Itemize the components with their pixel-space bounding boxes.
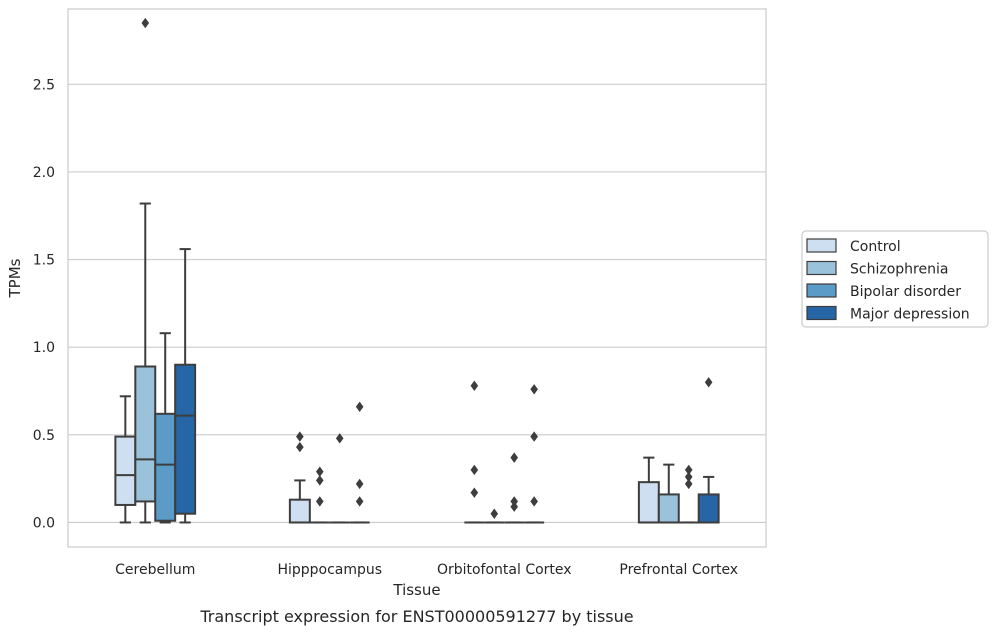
outlier-point: [470, 487, 479, 498]
outlier-point: [296, 431, 304, 442]
x-tick-label: Prefrontal Cortex: [619, 562, 738, 578]
box-iqr: [174, 363, 197, 515]
outlier-point: [355, 478, 364, 490]
box-schizophrenia: [309, 466, 330, 524]
legend-frame: [801, 230, 989, 328]
outlier-point: [510, 452, 519, 463]
box-control: [464, 380, 485, 524]
box-bipolar-disorder: [329, 433, 350, 524]
box-control: [637, 456, 660, 524]
box-bipolar-disorder: [504, 452, 525, 524]
outlier-point: [490, 508, 499, 519]
box-iqr: [288, 498, 311, 524]
y-tick-label: 1.5: [33, 253, 55, 269]
box-iqr: [114, 435, 137, 506]
legend: Control Schizophrenia Bipolar disorder Majo…: [801, 230, 989, 328]
outlier-point: [470, 380, 479, 391]
x-tick-label: Orbitofontal Cortex: [437, 562, 572, 578]
chart-caption: Transcript expression for ENST0000059127…: [199, 607, 633, 626]
box-major-depression: [174, 248, 197, 524]
outlier-point: [530, 496, 538, 507]
box-iqr: [134, 365, 157, 503]
outlier-point: [530, 431, 538, 442]
axes: 0.0 0.5 1.0 1.5 2.0 2.5 Cerebellum Hipppocampus…: [33, 77, 738, 578]
box-schizophrenia: [657, 463, 680, 524]
box-control: [114, 395, 137, 524]
y-tick-label: 2.5: [33, 77, 55, 93]
boxes: [114, 17, 720, 524]
outlier-point: [510, 496, 519, 507]
legend-label: Major depression: [850, 307, 970, 323]
legend-swatch: [806, 305, 837, 321]
box-iqr: [657, 493, 680, 524]
box-schizophrenia: [134, 17, 157, 524]
outlier-point: [335, 433, 344, 444]
outlier-point: [141, 17, 150, 29]
outlier-point: [510, 501, 519, 512]
y-tick-label: 2.0: [33, 165, 55, 181]
outlier-point: [684, 471, 693, 483]
legend-label: Control: [850, 239, 901, 255]
outlier-point: [355, 401, 364, 413]
box-control: [288, 431, 311, 524]
outlier-point: [315, 475, 324, 486]
outlier-point: [684, 464, 693, 476]
box-bipolar-disorder: [678, 464, 699, 524]
outlier-point: [296, 441, 304, 453]
box-major-depression: [524, 384, 545, 524]
outlier-point: [684, 478, 693, 490]
outlier-point: [470, 464, 479, 476]
box-major-depression: [697, 377, 720, 524]
outlier-point: [355, 496, 364, 507]
legend-label: Bipolar disorder: [850, 284, 961, 300]
x-tick-label: Cerebellum: [115, 562, 195, 578]
box-iqr: [697, 493, 720, 524]
box-iqr: [154, 412, 177, 522]
x-axis-label: Tissue: [392, 581, 440, 599]
outlier-point: [315, 496, 324, 507]
box-major-depression: [349, 401, 370, 524]
outlier-point: [530, 384, 538, 395]
legend-label: Schizophrenia: [850, 262, 948, 278]
legend-swatch: [806, 238, 837, 253]
box-iqr: [637, 481, 660, 524]
y-tick-label: 0.5: [33, 428, 55, 444]
outlier-point: [315, 466, 324, 477]
legend-swatch: [806, 260, 837, 276]
box-schizophrenia: [484, 508, 505, 524]
box-bipolar-disorder: [154, 332, 177, 524]
plot-frame: [67, 8, 767, 548]
y-tick-label: 0.0: [33, 515, 55, 531]
y-axis-label: TPMs: [6, 258, 24, 298]
legend-swatch: [806, 283, 837, 298]
x-tick-label: Hipppocampus: [277, 562, 382, 578]
outlier-point: [704, 377, 713, 388]
y-tick-label: 1.0: [33, 340, 55, 356]
